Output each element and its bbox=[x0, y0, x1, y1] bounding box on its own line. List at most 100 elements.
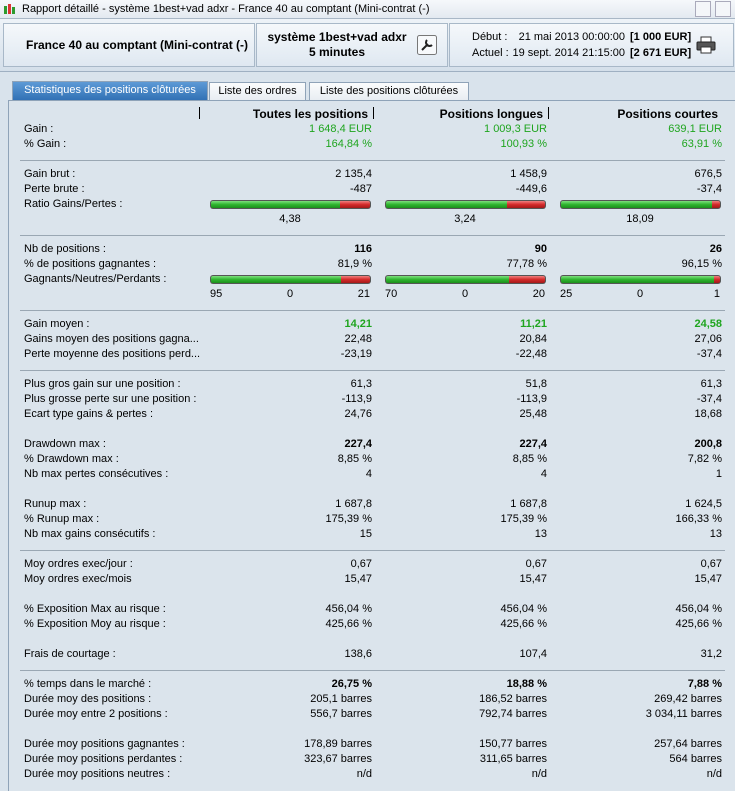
row-value: 107,4 bbox=[519, 648, 547, 660]
row-label: Drawdown max : bbox=[24, 438, 106, 450]
row-label: Nb de positions : bbox=[24, 243, 106, 255]
row-value: 186,52 barres bbox=[479, 693, 547, 705]
section-divider bbox=[20, 235, 725, 236]
row-value: -37,4 bbox=[696, 393, 722, 405]
row-value: 425,66 % bbox=[500, 618, 547, 630]
row-label: Nb max pertes consécutives : bbox=[24, 468, 169, 480]
tab[interactable]: Liste des ordres bbox=[209, 82, 306, 100]
window-title: Rapport détaillé - système 1best+vad adx… bbox=[22, 3, 430, 15]
row-label: Plus gros gain sur une position : bbox=[24, 378, 181, 390]
row-value: 18,88 % bbox=[506, 678, 547, 690]
row-value: 15,47 bbox=[519, 573, 547, 585]
minimize-button[interactable] bbox=[695, 1, 711, 17]
row-value: 13 bbox=[534, 528, 547, 540]
row-value: 24,76 bbox=[344, 408, 372, 420]
row-value: 792,74 barres bbox=[479, 708, 547, 720]
now-date: 19 sept. 2014 21:15:00 bbox=[512, 47, 625, 59]
row-value: 7,82 % bbox=[687, 453, 722, 465]
bar-gain bbox=[560, 200, 713, 209]
row-value: 4 bbox=[540, 468, 547, 480]
row-label: Plus grosse perte sur une position : bbox=[24, 393, 197, 405]
row-value: 31,2 bbox=[700, 648, 722, 660]
instrument-box: France 40 au comptant (Mini-contrat (-) bbox=[3, 23, 255, 67]
winners-count: 70 bbox=[385, 288, 398, 300]
row-value: 564 barres bbox=[669, 753, 722, 765]
row-value: 13 bbox=[709, 528, 722, 540]
row-value: 26 bbox=[709, 243, 722, 255]
system-box: système 1best+vad adxr 5 minutes bbox=[256, 23, 448, 67]
row-label: Gain : bbox=[24, 123, 54, 135]
row-value: 166,33 % bbox=[675, 513, 722, 525]
row-label: Gain moyen : bbox=[24, 318, 90, 330]
row-label: Moy ordres exec/jour : bbox=[24, 558, 133, 570]
row-value: n/d bbox=[531, 768, 547, 780]
tab[interactable]: Statistiques des positions clôturées bbox=[12, 81, 208, 101]
ratio-value: 3,24 bbox=[454, 213, 476, 225]
row-label: % Gain : bbox=[24, 138, 67, 150]
section-divider bbox=[20, 160, 725, 161]
row-value: 18,68 bbox=[694, 408, 722, 420]
row-value: -113,9 bbox=[516, 393, 547, 405]
row-value: 175,39 % bbox=[500, 513, 547, 525]
row-value: 77,78 % bbox=[506, 258, 547, 270]
row-value: 227,4 bbox=[519, 438, 547, 450]
row-value: 15,47 bbox=[344, 573, 372, 585]
row-value: 1 624,5 bbox=[685, 498, 722, 510]
row-value: 150,77 barres bbox=[479, 738, 547, 750]
row-value: 456,04 % bbox=[325, 603, 372, 615]
row-value: 51,8 bbox=[525, 378, 547, 390]
row-value: -449,6 bbox=[515, 183, 547, 195]
row-value: 178,89 barres bbox=[304, 738, 372, 750]
row-label: Durée moy positions gagnantes : bbox=[24, 738, 185, 750]
row-label: Durée moy positions perdantes : bbox=[24, 753, 183, 765]
row-value: -113,9 bbox=[341, 393, 372, 405]
row-value: 14,21 bbox=[344, 318, 372, 330]
row-value: 639,1 EUR bbox=[668, 123, 722, 135]
row-value: 22,48 bbox=[344, 333, 372, 345]
row-label: % Exposition Max au risque : bbox=[24, 603, 166, 615]
row-value: 8,85 % bbox=[512, 453, 547, 465]
row-value: 1 458,9 bbox=[510, 168, 547, 180]
ratio-value: 18,09 bbox=[626, 213, 654, 225]
row-value: 1 687,8 bbox=[510, 498, 547, 510]
row-value: 323,67 barres bbox=[304, 753, 372, 765]
bar-loss bbox=[509, 275, 546, 284]
row-value: 1 bbox=[715, 468, 722, 480]
bar-loss bbox=[713, 275, 721, 284]
tab[interactable]: Liste des positions clôturées bbox=[309, 82, 469, 100]
row-value: 556,7 barres bbox=[310, 708, 372, 720]
row-value: 7,88 % bbox=[687, 678, 722, 690]
row-label: Ratio Gains/Pertes : bbox=[24, 198, 123, 210]
row-value: 227,4 bbox=[344, 438, 372, 450]
winners-count: 25 bbox=[560, 288, 573, 300]
row-value: 676,5 bbox=[694, 168, 722, 180]
column-separator bbox=[548, 107, 549, 119]
row-value: 425,66 % bbox=[325, 618, 372, 630]
row-value: -23,19 bbox=[340, 348, 372, 360]
bar-gain bbox=[210, 275, 343, 284]
neutral-count: 0 bbox=[636, 288, 644, 300]
row-label: Frais de courtage : bbox=[24, 648, 116, 660]
print-button[interactable] bbox=[696, 36, 716, 54]
settings-button[interactable] bbox=[417, 35, 437, 55]
row-label: % Exposition Moy au risque : bbox=[24, 618, 166, 630]
row-label: Perte moyenne des positions perd... bbox=[24, 348, 201, 360]
row-value: n/d bbox=[356, 768, 372, 780]
neutral-count: 0 bbox=[461, 288, 469, 300]
ratio-value: 4,38 bbox=[279, 213, 301, 225]
row-value: 61,3 bbox=[700, 378, 722, 390]
row-value: 61,3 bbox=[350, 378, 372, 390]
row-label: Durée moy entre 2 positions : bbox=[24, 708, 168, 720]
maximize-button[interactable] bbox=[715, 1, 731, 17]
row-value: 1 687,8 bbox=[335, 498, 372, 510]
row-value: 4 bbox=[365, 468, 372, 480]
row-value: 3 034,11 barres bbox=[645, 708, 722, 720]
bar-gain bbox=[385, 275, 511, 284]
header-panel: France 40 au comptant (Mini-contrat (-) … bbox=[0, 19, 735, 72]
bar-loss bbox=[341, 275, 371, 284]
row-value: 164,84 % bbox=[325, 138, 372, 150]
row-value: 15 bbox=[359, 528, 372, 540]
system-name: système 1best+vad adxr bbox=[267, 30, 407, 44]
row-value: 311,65 barres bbox=[479, 753, 547, 765]
